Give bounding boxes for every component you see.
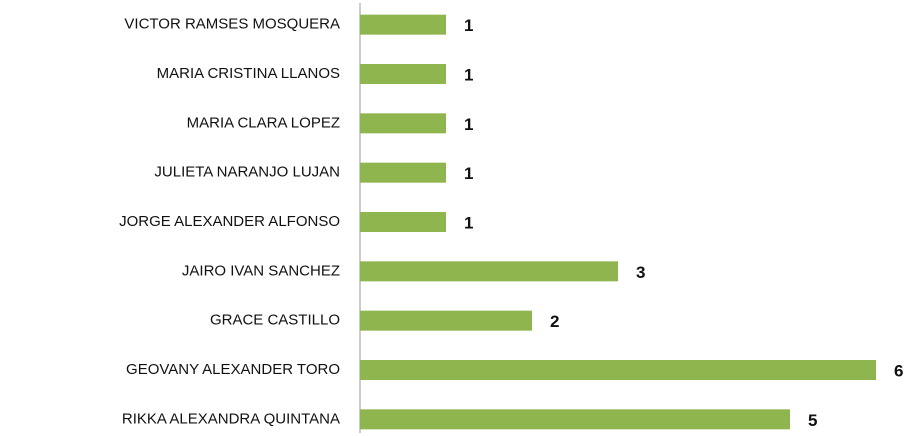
category-label: JULIETA NARANJO LUJAN	[154, 164, 340, 181]
bar	[360, 409, 790, 430]
category-label: RIKKA ALEXANDRA QUINTANA	[122, 410, 340, 427]
bar	[360, 360, 876, 380]
category-label: VICTOR RAMSES MOSQUERA	[124, 16, 340, 33]
value-label: 1	[464, 16, 473, 35]
value-label: 2	[550, 312, 559, 331]
bar	[360, 310, 532, 331]
value-label: 1	[464, 65, 473, 84]
bar	[360, 14, 446, 35]
bar	[360, 212, 446, 232]
value-label: 5	[808, 411, 817, 430]
value-label: 1	[464, 213, 473, 232]
value-label: 1	[464, 115, 473, 134]
bar	[360, 261, 618, 282]
category-label: GEOVANY ALEXANDER TORO	[126, 361, 340, 378]
category-label: JORGE ALEXANDER ALFONSO	[119, 213, 340, 230]
category-label: JAIRO IVAN SANCHEZ	[182, 262, 340, 279]
value-label: 6	[894, 361, 903, 380]
category-label: MARIA CRISTINA LLANOS	[157, 65, 340, 82]
value-label: 3	[636, 263, 645, 282]
bar	[360, 162, 446, 183]
bar	[360, 113, 446, 134]
category-label: GRACE CASTILLO	[210, 312, 340, 329]
value-label: 1	[464, 164, 473, 183]
bar	[360, 64, 446, 84]
category-label: MARIA CLARA LOPEZ	[187, 114, 340, 131]
